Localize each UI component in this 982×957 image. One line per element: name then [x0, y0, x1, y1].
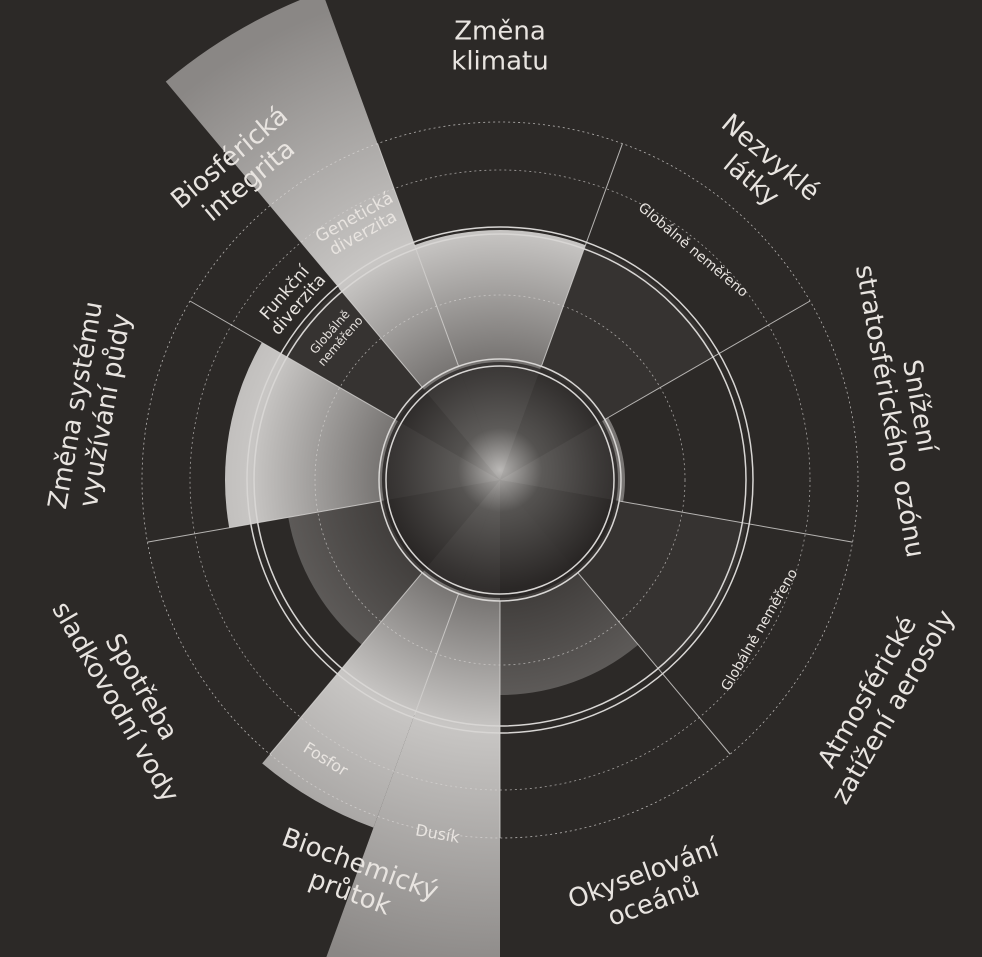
label: klimatu — [451, 47, 548, 77]
sector-divider — [377, 143, 460, 367]
sector-divider — [577, 572, 731, 755]
sector-divider — [540, 143, 623, 367]
sector-divider — [604, 300, 811, 420]
sector-divider — [338, 288, 423, 388]
label: Změna — [454, 17, 546, 47]
label: Globálně neměřeno — [718, 566, 801, 693]
sector — [165, 0, 500, 480]
sector-divider — [414, 593, 460, 716]
sector-divider — [619, 500, 853, 543]
sector-divider — [189, 300, 396, 420]
sector-divider — [147, 500, 381, 543]
sector — [414, 230, 586, 480]
sector-divider — [269, 572, 423, 755]
earth — [382, 362, 618, 598]
